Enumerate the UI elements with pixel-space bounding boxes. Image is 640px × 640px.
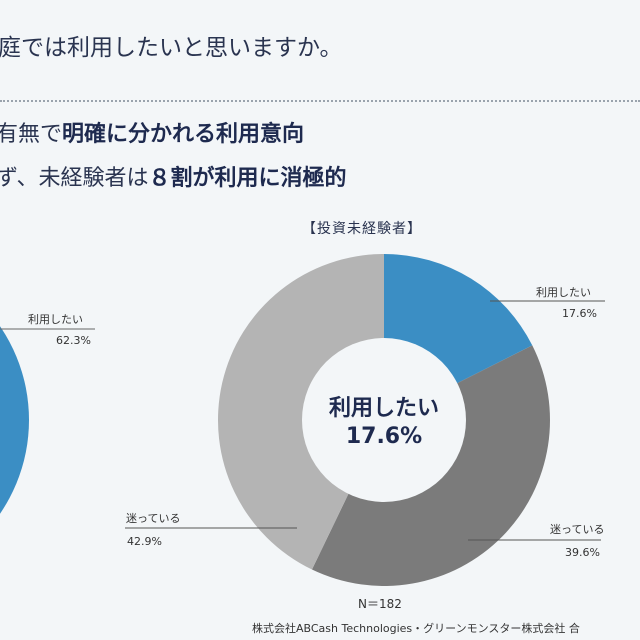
sample-size: N＝182 xyxy=(358,597,402,611)
donut-hole xyxy=(302,338,466,502)
left-chart-label: 利用したい xyxy=(28,313,83,326)
left-chart-blue-slice xyxy=(0,326,29,514)
center-label: 利用したい xyxy=(328,396,439,421)
center-value: 17.6% xyxy=(345,424,423,449)
headline-2: ず、未経験者は８割が利用に消極的 xyxy=(0,160,346,192)
headline-2-bold: ８割が利用に消極的 xyxy=(148,166,347,191)
slice-value-1: 39.6% xyxy=(565,546,600,559)
headline-1-plain: 有無で xyxy=(0,122,63,147)
source-credit: 株式会社ABCash Technologies・グリーンモンスター株式会社 合 xyxy=(252,622,580,635)
headline-2-plain: ず、未経験者は xyxy=(0,166,149,191)
slice-label-0: 利用したい xyxy=(536,286,591,299)
headline-1-bold: 明確に分かれる利用意向 xyxy=(62,122,305,147)
slice-value-0: 17.6% xyxy=(562,307,597,320)
slice-label-2: 迷っている xyxy=(126,512,181,525)
slice-label-1: 迷っている xyxy=(550,523,605,536)
divider xyxy=(0,100,640,102)
chart-title: 【投資未経験者】 xyxy=(302,221,422,237)
left-chart-value: 62.3% xyxy=(56,334,91,347)
headline-1: 有無で明確に分かれる利用意向 xyxy=(0,116,304,148)
slice-value-2: 42.9% xyxy=(127,535,162,548)
question-title: 庭では利用したいと思いますか。 xyxy=(0,35,343,61)
